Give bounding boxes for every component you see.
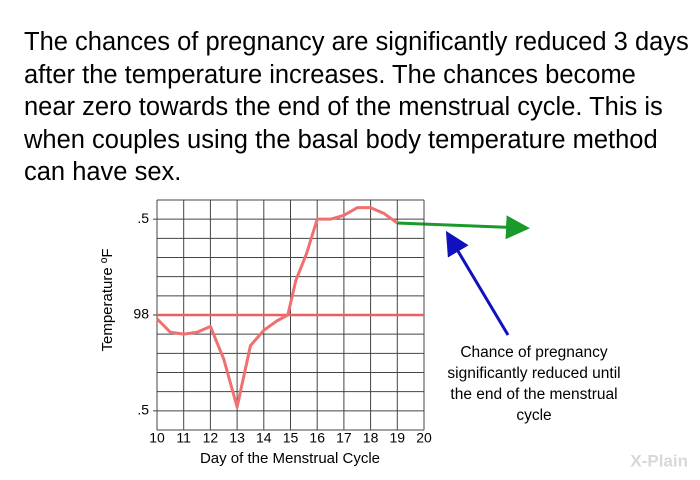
x-tick-label: 15 (283, 430, 299, 446)
x-axis-label: Day of the Menstrual Cycle (200, 450, 380, 467)
logo: X-Plain (630, 451, 688, 470)
x-tick-label: 14 (256, 430, 272, 446)
y-tick-label: .5 (137, 402, 149, 418)
x-tick-label: 20 (416, 430, 432, 446)
x-tick-label: 16 (309, 430, 325, 446)
y-axis-label: Temperature ºF (99, 248, 116, 351)
x-tick-label: 13 (229, 430, 245, 446)
x-tick-label: 12 (203, 430, 219, 446)
blue-arrow (445, 230, 510, 336)
x-tick-label: 10 (149, 430, 165, 446)
temperature-line (155, 206, 399, 409)
annotation: Chance of pregnancy significantly reduce… (447, 344, 621, 424)
y-tick-label: .5 (137, 210, 149, 226)
x-tick-label: 11 (176, 430, 191, 446)
heading: The chances of pregnancy are significant… (24, 28, 689, 186)
x-tick-label: 19 (390, 430, 406, 446)
x-tick-label: 18 (363, 430, 379, 446)
green-arrow (396, 215, 530, 240)
x-tick-label: 17 (336, 430, 352, 446)
y-tick-label: 98 (133, 306, 149, 322)
